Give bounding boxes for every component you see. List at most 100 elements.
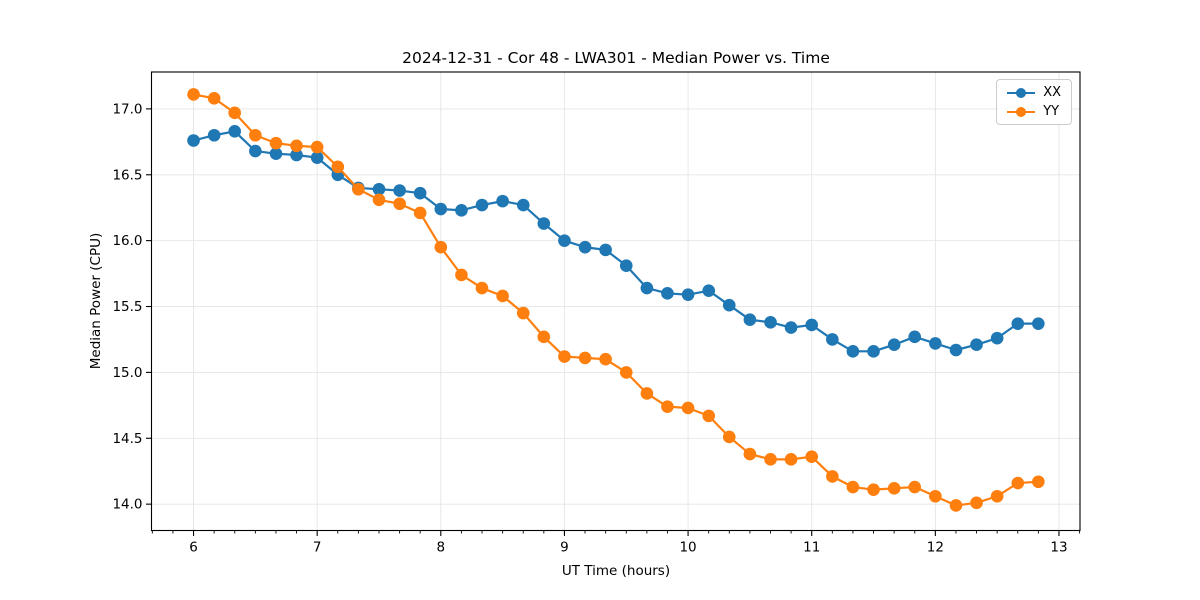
y-tick-label: 15.5 xyxy=(112,299,142,315)
legend-item-xx: XX xyxy=(1006,85,1061,100)
data-point-xx xyxy=(413,186,427,200)
data-point-xx xyxy=(207,128,221,142)
data-point-yy xyxy=(475,281,489,295)
data-point-yy xyxy=(826,470,839,483)
data-point-xx xyxy=(599,243,612,257)
data-point-xx xyxy=(867,345,880,358)
data-point-yy xyxy=(640,387,654,400)
data-point-xx xyxy=(372,182,386,196)
data-point-xx xyxy=(743,313,757,326)
x-tick-label: 13 xyxy=(1050,540,1067,556)
y-tick-label: 14.5 xyxy=(112,431,142,447)
x-tick-label: 6 xyxy=(189,540,198,556)
data-point-xx xyxy=(887,338,901,352)
x-tick-label: 12 xyxy=(927,540,944,556)
data-point-xx xyxy=(702,284,716,298)
data-point-xx xyxy=(290,148,303,162)
x-tick-label: 9 xyxy=(560,540,569,556)
data-point-yy xyxy=(599,352,612,366)
data-point-yy xyxy=(702,409,716,423)
data-point-xx xyxy=(434,202,448,216)
data-point-xx xyxy=(764,316,777,329)
legend-marker-yy-icon xyxy=(1007,106,1036,117)
data-point-yy xyxy=(434,240,448,254)
data-point-yy xyxy=(558,350,571,363)
data-point-yy xyxy=(743,447,757,461)
data-point-yy xyxy=(413,206,427,220)
data-point-yy xyxy=(722,430,736,444)
data-point-xx xyxy=(537,217,551,230)
data-point-xx xyxy=(846,345,860,358)
y-tick-label: 16.5 xyxy=(112,167,142,183)
data-point-xx xyxy=(228,124,242,138)
data-point-yy xyxy=(331,160,345,174)
data-point-yy xyxy=(249,128,262,142)
data-point-xx xyxy=(929,337,942,350)
data-point-xx xyxy=(784,321,798,334)
series-line-xx xyxy=(193,130,1039,353)
x-tick-label: 8 xyxy=(437,540,446,556)
data-point-xx xyxy=(310,151,324,164)
data-point-yy xyxy=(537,330,551,344)
data-point-yy xyxy=(846,480,860,494)
y-tick-label: 16.0 xyxy=(112,233,142,249)
data-point-xx xyxy=(455,204,468,217)
data-point-xx xyxy=(393,184,406,197)
data-point-yy xyxy=(764,453,777,466)
data-point-yy xyxy=(805,450,819,464)
data-point-yy xyxy=(372,193,386,207)
data-point-yy xyxy=(949,499,963,512)
data-point-xx xyxy=(805,318,819,332)
data-point-yy xyxy=(661,400,674,413)
data-point-xx xyxy=(1032,317,1045,330)
chart-title: 2024-12-31 - Cor 48 - LWA301 - Median Po… xyxy=(402,49,830,67)
data-point-xx xyxy=(475,198,489,212)
data-point-xx xyxy=(578,240,592,254)
data-point-yy xyxy=(908,480,921,494)
data-point-xx xyxy=(496,194,509,208)
data-point-yy xyxy=(290,139,303,153)
data-point-xx xyxy=(558,234,571,247)
legend-label-yy: YY xyxy=(1043,104,1060,119)
data-point-yy xyxy=(578,351,592,365)
data-point-xx xyxy=(722,298,736,312)
data-point-yy xyxy=(352,182,365,196)
data-point-xx xyxy=(661,287,674,300)
legend-marker-xx-icon xyxy=(1007,87,1036,98)
legend-item-yy: YY xyxy=(1006,104,1061,119)
data-point-yy xyxy=(207,92,221,105)
x-tick-label: 10 xyxy=(679,540,696,556)
data-point-xx xyxy=(1011,317,1025,330)
data-point-xx xyxy=(516,198,530,212)
data-point-yy xyxy=(187,88,200,101)
data-point-xx xyxy=(949,343,963,357)
data-point-xx xyxy=(970,338,983,352)
data-point-yy xyxy=(455,268,468,282)
data-point-yy xyxy=(269,136,283,150)
data-point-yy xyxy=(228,106,242,120)
data-point-xx xyxy=(619,259,633,272)
data-point-yy xyxy=(516,306,530,320)
data-point-yy xyxy=(619,366,633,379)
data-point-yy xyxy=(310,140,324,154)
x-tick-label: 7 xyxy=(313,540,322,556)
data-point-xx xyxy=(908,330,921,344)
data-point-yy xyxy=(867,483,880,496)
x-axis-label: UT Time (hours) xyxy=(561,563,671,579)
y-tick-label: 14.0 xyxy=(112,497,142,513)
y-tick-label: 17.0 xyxy=(112,101,142,117)
data-point-yy xyxy=(496,289,509,303)
data-point-xx xyxy=(681,288,695,301)
legend-label-xx: XX xyxy=(1043,85,1061,100)
y-tick-label: 15.0 xyxy=(112,365,142,381)
data-point-xx xyxy=(826,333,839,346)
data-point-yy xyxy=(887,482,901,495)
data-point-yy xyxy=(970,496,983,510)
data-point-yy xyxy=(393,197,406,211)
data-point-yy xyxy=(929,489,942,503)
data-point-xx xyxy=(990,331,1004,345)
data-point-xx xyxy=(249,144,262,158)
y-axis-label: Median Power (CPU) xyxy=(88,232,104,370)
